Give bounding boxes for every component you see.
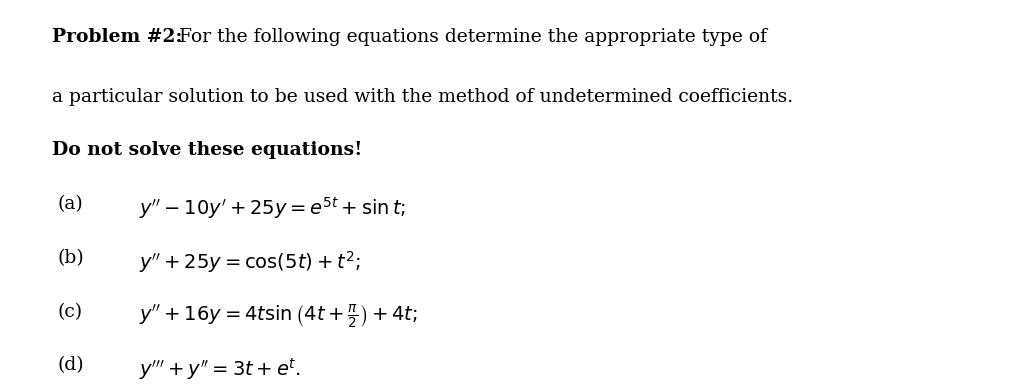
Text: $y''' + y'' = 3t + e^t.$: $y''' + y'' = 3t + e^t.$	[139, 356, 301, 382]
Text: $y'' + 25y = \cos(5t) + t^2;$: $y'' + 25y = \cos(5t) + t^2;$	[139, 249, 361, 275]
Text: (d): (d)	[57, 356, 84, 374]
Text: For the following equations determine the appropriate type of: For the following equations determine th…	[173, 28, 767, 46]
Text: (c): (c)	[57, 303, 83, 321]
Text: (a): (a)	[57, 195, 83, 213]
Text: a particular solution to be used with the method of undetermined coefficients.: a particular solution to be used with th…	[52, 88, 794, 106]
Text: (b): (b)	[57, 249, 84, 267]
Text: $y'' + 16y = 4t\sin\left(4t + \frac{\pi}{2}\right) + 4t;$: $y'' + 16y = 4t\sin\left(4t + \frac{\pi}…	[139, 303, 418, 331]
Text: $y'' - 10y' + 25y = e^{5t} + \sin t;$: $y'' - 10y' + 25y = e^{5t} + \sin t;$	[139, 195, 406, 221]
Text: Do not solve these equations!: Do not solve these equations!	[52, 142, 363, 160]
Text: Problem #2:: Problem #2:	[52, 28, 182, 46]
